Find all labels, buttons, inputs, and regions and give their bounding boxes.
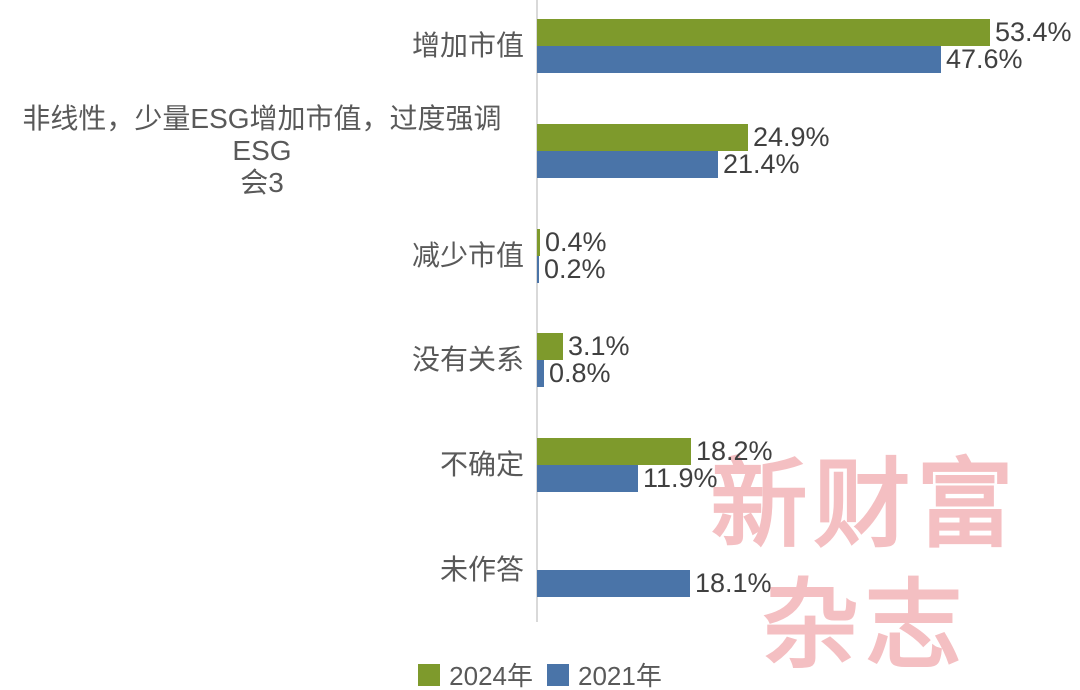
bar-2021年 bbox=[537, 151, 718, 178]
value-label-2021年: 0.2% bbox=[544, 254, 606, 284]
bar-2021年 bbox=[537, 465, 638, 492]
bar-2021年 bbox=[537, 360, 544, 387]
legend: 2024年 2021年 bbox=[0, 656, 1080, 690]
bar-2024年 bbox=[537, 438, 691, 465]
bar-2021年 bbox=[537, 256, 539, 283]
value-label-2021年: 47.6% bbox=[946, 44, 1023, 74]
bar-2021年 bbox=[537, 570, 690, 597]
chart-row: 减少市值 0.4% 0.2% bbox=[0, 229, 1080, 283]
value-label-2024年: 3.1% bbox=[568, 331, 630, 361]
bar-2024年 bbox=[537, 333, 563, 360]
legend-swatch-icon bbox=[547, 663, 569, 686]
bar-2024年 bbox=[537, 19, 990, 46]
legend-item-2024年: 2024年 bbox=[418, 656, 533, 690]
bar-2024年 bbox=[537, 229, 540, 256]
chart-row: 不确定 18.2% 11.9% bbox=[0, 438, 1080, 492]
chart-row: 非线性，少量ESG增加市值，过度强调ESG 会3 24.9% 21.4% bbox=[0, 102, 1080, 199]
category-label: 减少市值 bbox=[411, 239, 524, 271]
category-label: 非线性，少量ESG增加市值，过度强调ESG 会3 bbox=[22, 102, 502, 199]
category-label: 增加市值 bbox=[411, 29, 524, 61]
legend-item-2021年: 2021年 bbox=[547, 656, 662, 690]
value-label-2021年: 21.4% bbox=[723, 149, 800, 179]
category-label: 未作答 bbox=[439, 553, 524, 585]
legend-swatch-icon bbox=[418, 663, 441, 686]
category-axis-line bbox=[536, 0, 538, 622]
value-label-2021年: 0.8% bbox=[549, 358, 611, 388]
legend-label: 2021年 bbox=[578, 661, 662, 690]
value-label-2024年: 53.4% bbox=[995, 17, 1072, 47]
bar-2021年 bbox=[537, 46, 941, 73]
category-label: 不确定 bbox=[439, 448, 524, 480]
bar-2024年 bbox=[537, 124, 748, 151]
value-label-2024年: 0.4% bbox=[545, 227, 607, 257]
category-label: 没有关系 bbox=[411, 343, 524, 375]
value-label-2021年: 11.9% bbox=[643, 463, 718, 493]
value-label-2021年: 18.1% bbox=[695, 568, 772, 598]
value-label-2024年: 24.9% bbox=[753, 122, 830, 152]
value-label-2024年: 18.2% bbox=[696, 436, 773, 466]
chart-row: 未作答 18.1% bbox=[0, 543, 1080, 597]
legend-label: 2024年 bbox=[449, 661, 533, 690]
chart-row: 增加市值 53.4% 47.6% bbox=[0, 19, 1080, 73]
chart-row: 没有关系 3.1% 0.8% bbox=[0, 333, 1080, 387]
